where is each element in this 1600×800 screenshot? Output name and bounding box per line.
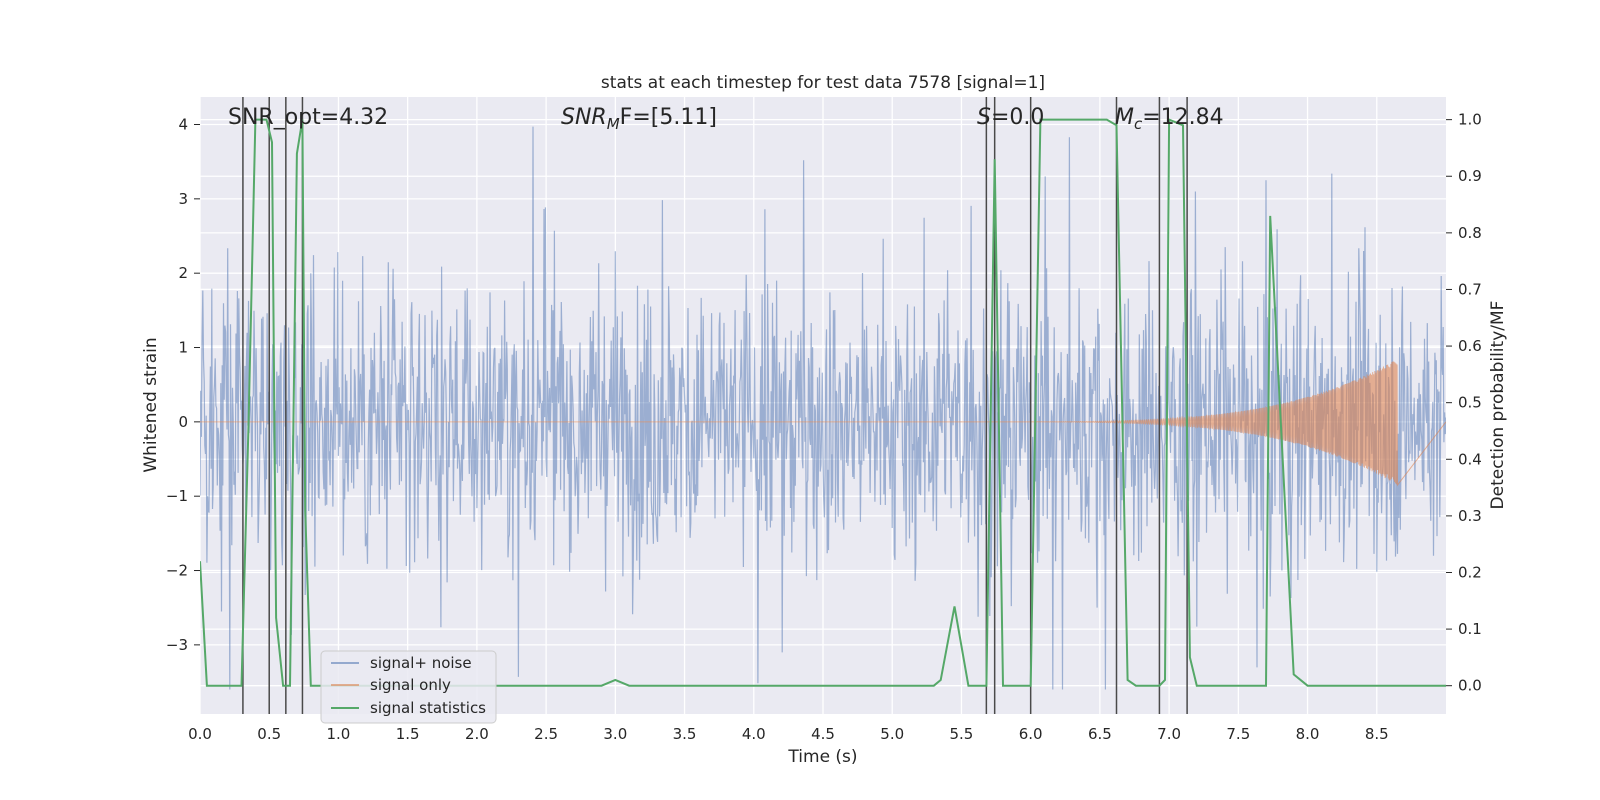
annotation-snr-opt: SNR_opt=4.32 <box>228 105 388 130</box>
annotation-mc: Mc=12.84 <box>1115 105 1224 133</box>
x-tick-label: 5.0 <box>880 725 904 743</box>
legend-label-signal-only: signal only <box>370 676 451 694</box>
y-left-tick-label: 2 <box>178 264 188 282</box>
x-tick-label: 0.0 <box>188 725 212 743</box>
x-tick-label: 5.5 <box>950 725 974 743</box>
legend-box <box>320 650 497 724</box>
series-signal-noise <box>200 126 1446 690</box>
y-right-tick-label: 0.9 <box>1458 167 1482 185</box>
y-left-tick-label: 0 <box>178 413 188 431</box>
y-right-tick-label: 0.7 <box>1458 280 1482 298</box>
x-tick-label: 2.0 <box>465 725 489 743</box>
axis-ticks: 0.0 0.5 1.0 1.5 2.0 2.5 3.0 3.5 4.0 4.5 5.0 5.5 6.0 6… <box>166 111 1482 743</box>
x-tick-label: 1.0 <box>327 725 351 743</box>
y-right-tick-label: 0.1 <box>1458 620 1482 638</box>
y-right-tick-label: 0.0 <box>1458 677 1482 695</box>
x-tick-label: 3.5 <box>673 725 697 743</box>
y-right-tick-label: 0.4 <box>1458 450 1482 468</box>
annotation-snr-mf: SNRMF=[5.11] <box>561 105 717 133</box>
x-tick-label: 6.0 <box>1019 725 1043 743</box>
x-tick-label: 1.5 <box>396 725 420 743</box>
y-right-tick-label: 0.8 <box>1458 224 1482 242</box>
x-tick-label: 7.5 <box>1226 725 1250 743</box>
x-tick-label: 2.5 <box>534 725 558 743</box>
y-right-tick-label: 0.2 <box>1458 563 1482 581</box>
annotation-s: S=0.0 <box>977 105 1044 130</box>
y-right-tick-label: 0.6 <box>1458 337 1482 355</box>
line-signal-noise <box>200 126 1446 690</box>
y-right-tick-label: 0.5 <box>1458 394 1482 412</box>
y-left-tick-label: 1 <box>178 339 188 357</box>
y-left-tick-label: −1 <box>166 487 188 505</box>
y-right-tick-label: 0.3 <box>1458 507 1482 525</box>
y-left-tick-label: 4 <box>178 116 188 134</box>
x-tick-label: 8.0 <box>1296 725 1320 743</box>
x-tick-label: 6.5 <box>1088 725 1112 743</box>
legend: signal+ noise signal only signal statist… <box>320 650 497 724</box>
legend-label-signal-noise: signal+ noise <box>370 654 472 672</box>
x-tick-label: 4.5 <box>811 725 835 743</box>
line-signal-only <box>200 361 1446 487</box>
x-tick-label: 4.0 <box>742 725 766 743</box>
y-axis-label-left: Whitened strain <box>141 337 161 472</box>
y-axis-label-right: Detection probability/MF <box>1488 301 1508 510</box>
legend-label-signal-statistics: signal statistics <box>370 699 486 717</box>
x-tick-label: 7.0 <box>1157 725 1181 743</box>
series-signal-only <box>200 361 1446 487</box>
y-left-tick-label: −3 <box>166 636 188 654</box>
y-right-tick-label: 1.0 <box>1458 111 1482 129</box>
x-tick-label: 3.0 <box>603 725 627 743</box>
line-signal-statistics <box>200 118 1446 687</box>
x-tick-label: 0.5 <box>257 725 281 743</box>
chart-title: stats at each timestep for test data 757… <box>601 73 1045 93</box>
y-left-tick-label: −2 <box>166 562 188 580</box>
series-signal-statistics <box>200 118 1446 687</box>
x-tick-label: 8.5 <box>1365 725 1389 743</box>
y-left-tick-label: 3 <box>178 190 188 208</box>
x-axis-label: Time (s) <box>787 747 857 767</box>
